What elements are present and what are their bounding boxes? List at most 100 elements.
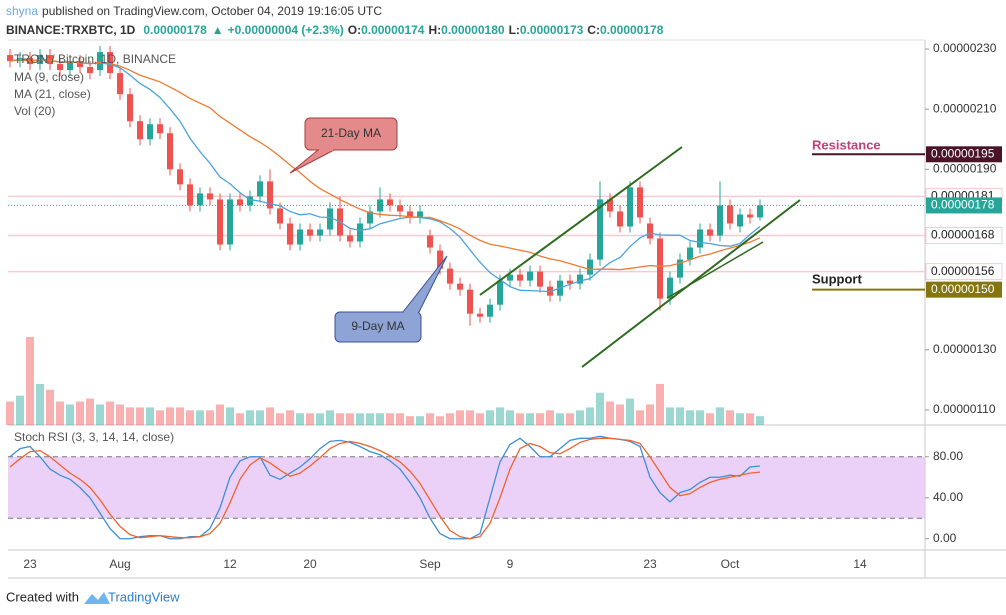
volume-bar <box>156 410 164 425</box>
candle-body <box>617 211 623 227</box>
volume-bar <box>46 389 54 425</box>
candle-body <box>267 181 273 209</box>
volume-bar <box>596 392 604 425</box>
volume-bar <box>606 401 614 425</box>
legend-item: Vol (20) <box>14 104 55 118</box>
stoch-line <box>9 437 761 540</box>
price-badge-label: 0.00000168 <box>931 228 995 242</box>
volume-bar <box>306 413 314 425</box>
volume-bar <box>136 407 144 425</box>
price-badge <box>926 197 1002 214</box>
volume-bar <box>686 410 694 425</box>
volume-bar <box>146 407 154 425</box>
y-tick-label: 0.00000190 <box>933 162 997 176</box>
candle-body <box>587 259 593 275</box>
candle-body <box>177 169 183 185</box>
volume-bar <box>626 398 634 425</box>
candle-body <box>77 61 83 68</box>
volume-bar <box>176 407 184 425</box>
candle-body <box>357 223 363 242</box>
channel-upper <box>479 146 683 296</box>
x-tick-label: 12 <box>223 557 237 571</box>
legend-item: MA (9, close) <box>14 70 84 84</box>
volume-bar <box>296 413 304 425</box>
volume-bar <box>376 413 384 425</box>
callout-box <box>334 311 422 343</box>
x-tick-label: 23 <box>643 557 657 571</box>
candle-body <box>667 277 673 299</box>
candle-body <box>217 199 223 245</box>
volume-bar <box>36 383 44 425</box>
volume-bar <box>56 401 64 425</box>
volume-bar <box>336 413 344 425</box>
volume-bar <box>356 413 364 425</box>
candle-body <box>527 271 533 281</box>
candle-body <box>347 235 353 242</box>
volume-bar <box>86 398 94 425</box>
volume-bar <box>566 413 574 425</box>
volume-bar <box>386 413 394 425</box>
change: +0.00000004 (+2.3%) <box>228 23 344 37</box>
candle-body <box>497 280 503 305</box>
candle-body <box>457 283 463 290</box>
volume-bar <box>436 416 444 425</box>
y-tick-label: 40.00 <box>933 490 963 504</box>
volume-bar <box>726 410 734 425</box>
candle-body <box>537 271 543 287</box>
volume-bar <box>236 413 244 425</box>
y-tick-label: 0.00 <box>933 531 957 545</box>
volume-bar <box>16 395 24 425</box>
candle-body <box>317 229 323 236</box>
candle-body <box>327 208 333 230</box>
volume-bar <box>116 404 124 425</box>
candle-body <box>197 193 203 206</box>
volume-bar <box>186 410 194 425</box>
candle-body <box>607 199 613 212</box>
volume-bar <box>406 416 414 425</box>
volume-bar <box>546 410 554 425</box>
volume-bar <box>756 416 764 425</box>
candle-body <box>307 229 313 236</box>
candle-body <box>507 274 513 281</box>
candle-body <box>7 55 13 62</box>
volume-bar <box>486 410 494 425</box>
x-tick-label: 9 <box>507 557 514 571</box>
candle-body <box>417 211 423 218</box>
volume-bar <box>26 337 34 425</box>
candle-body <box>147 124 153 140</box>
candle-body <box>717 205 723 236</box>
x-tick-label: 20 <box>303 557 317 571</box>
drawings: 21-Day MA 9-Day MA Resistance Support <box>289 117 881 368</box>
candle-body <box>477 313 483 317</box>
logo <box>84 592 110 604</box>
x-tick-label: Oct <box>721 557 740 571</box>
volume-bar <box>426 413 434 425</box>
candle-body <box>257 181 263 197</box>
volume-bar <box>476 413 484 425</box>
candle-body <box>397 205 403 212</box>
volume-bar <box>66 404 74 425</box>
volume-bar <box>516 413 524 425</box>
arrow: ▲ <box>212 23 224 37</box>
price-badge <box>926 281 1002 298</box>
volume-bar <box>96 404 104 425</box>
candle-body <box>407 211 413 218</box>
price-badge <box>925 263 1003 281</box>
candle-body <box>677 259 683 278</box>
volume-bar <box>666 407 674 425</box>
volume-bar <box>676 407 684 425</box>
candle-body <box>657 238 663 299</box>
volume-bar <box>196 410 204 425</box>
last: 0.00000178 <box>143 23 207 37</box>
candle-body <box>737 214 743 227</box>
h-label: H: <box>428 23 441 37</box>
candle-body <box>637 187 643 218</box>
candle-body <box>577 274 583 284</box>
y-tick-label: 80.00 <box>933 449 963 463</box>
candle-body <box>97 52 103 71</box>
o: 0.00000174 <box>361 23 425 37</box>
volume-bar <box>636 410 644 425</box>
annotation: Support <box>812 271 862 286</box>
volume-bar <box>366 413 374 425</box>
